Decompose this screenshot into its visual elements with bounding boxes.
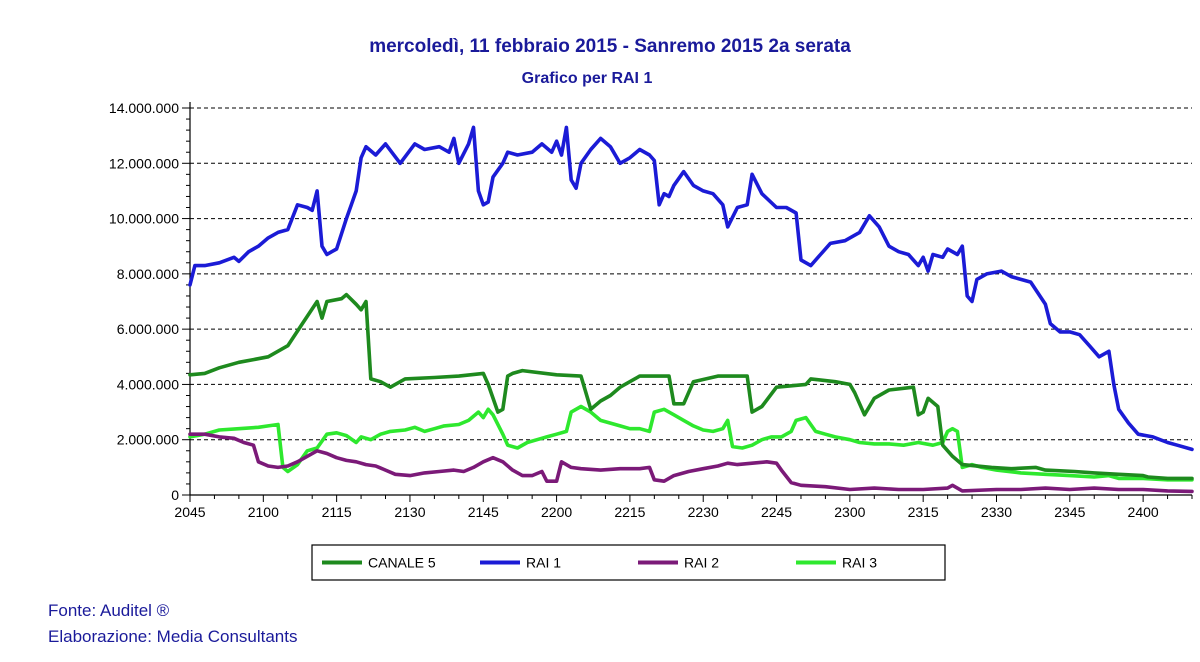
series-line-rai-3 bbox=[188, 404, 1194, 482]
elaboration-note: Elaborazione: Media Consultants bbox=[48, 627, 298, 646]
legend-label-rai-3: RAI 3 bbox=[842, 555, 877, 571]
x-tick-label: 2245 bbox=[761, 504, 792, 520]
x-tick-label: 2345 bbox=[1054, 504, 1085, 520]
y-tick-label: 12.000.000 bbox=[109, 155, 179, 171]
chart-title: mercoledì, 11 febbraio 2015 - Sanremo 20… bbox=[369, 36, 851, 57]
y-tick-label: 8.000.000 bbox=[117, 266, 179, 282]
x-tick-label: 2130 bbox=[394, 504, 425, 520]
series-line-rai-1 bbox=[188, 125, 1194, 452]
legend-label-rai-2: RAI 2 bbox=[684, 555, 719, 571]
x-tick-label: 2200 bbox=[541, 504, 572, 520]
x-tick-label: 2300 bbox=[834, 504, 865, 520]
x-tick-label: 2330 bbox=[981, 504, 1012, 520]
x-tick-label: 2045 bbox=[174, 504, 205, 520]
x-tick-label: 2215 bbox=[614, 504, 645, 520]
legend-box bbox=[311, 544, 946, 581]
y-tick-label: 4.000.000 bbox=[117, 376, 179, 392]
legend-label-rai-1: RAI 1 bbox=[526, 555, 561, 571]
x-tick-label: 2315 bbox=[908, 504, 939, 520]
legend-label-canale-5: CANALE 5 bbox=[368, 555, 436, 571]
series-lines bbox=[188, 125, 1194, 494]
x-tick-label: 2230 bbox=[688, 504, 719, 520]
chart-subtitle: Grafico per RAI 1 bbox=[522, 70, 653, 87]
x-tick-label: 2400 bbox=[1128, 504, 1159, 520]
x-tick-label: 2145 bbox=[468, 504, 499, 520]
x-tick-label: 2100 bbox=[248, 504, 279, 520]
y-tick-label: 2.000.000 bbox=[117, 432, 179, 448]
y-tick-label: 14.000.000 bbox=[109, 100, 179, 116]
series-line-rai-2 bbox=[188, 432, 1194, 494]
y-tick-label: 0 bbox=[171, 487, 179, 503]
y-tick-label: 6.000.000 bbox=[117, 321, 179, 337]
y-tick-label: 10.000.000 bbox=[109, 211, 179, 227]
series-line-canale-5 bbox=[188, 292, 1194, 481]
legend: CANALE 5 RAI 1 RAI 2 RAI 3 bbox=[311, 544, 946, 581]
x-tick-label: 2115 bbox=[322, 504, 352, 520]
axes: 0 2.000.000 4.000.000 6.000.000 8.000.000 10.… bbox=[109, 100, 1193, 520]
source-note: Fonte: Auditel ® bbox=[48, 601, 170, 620]
